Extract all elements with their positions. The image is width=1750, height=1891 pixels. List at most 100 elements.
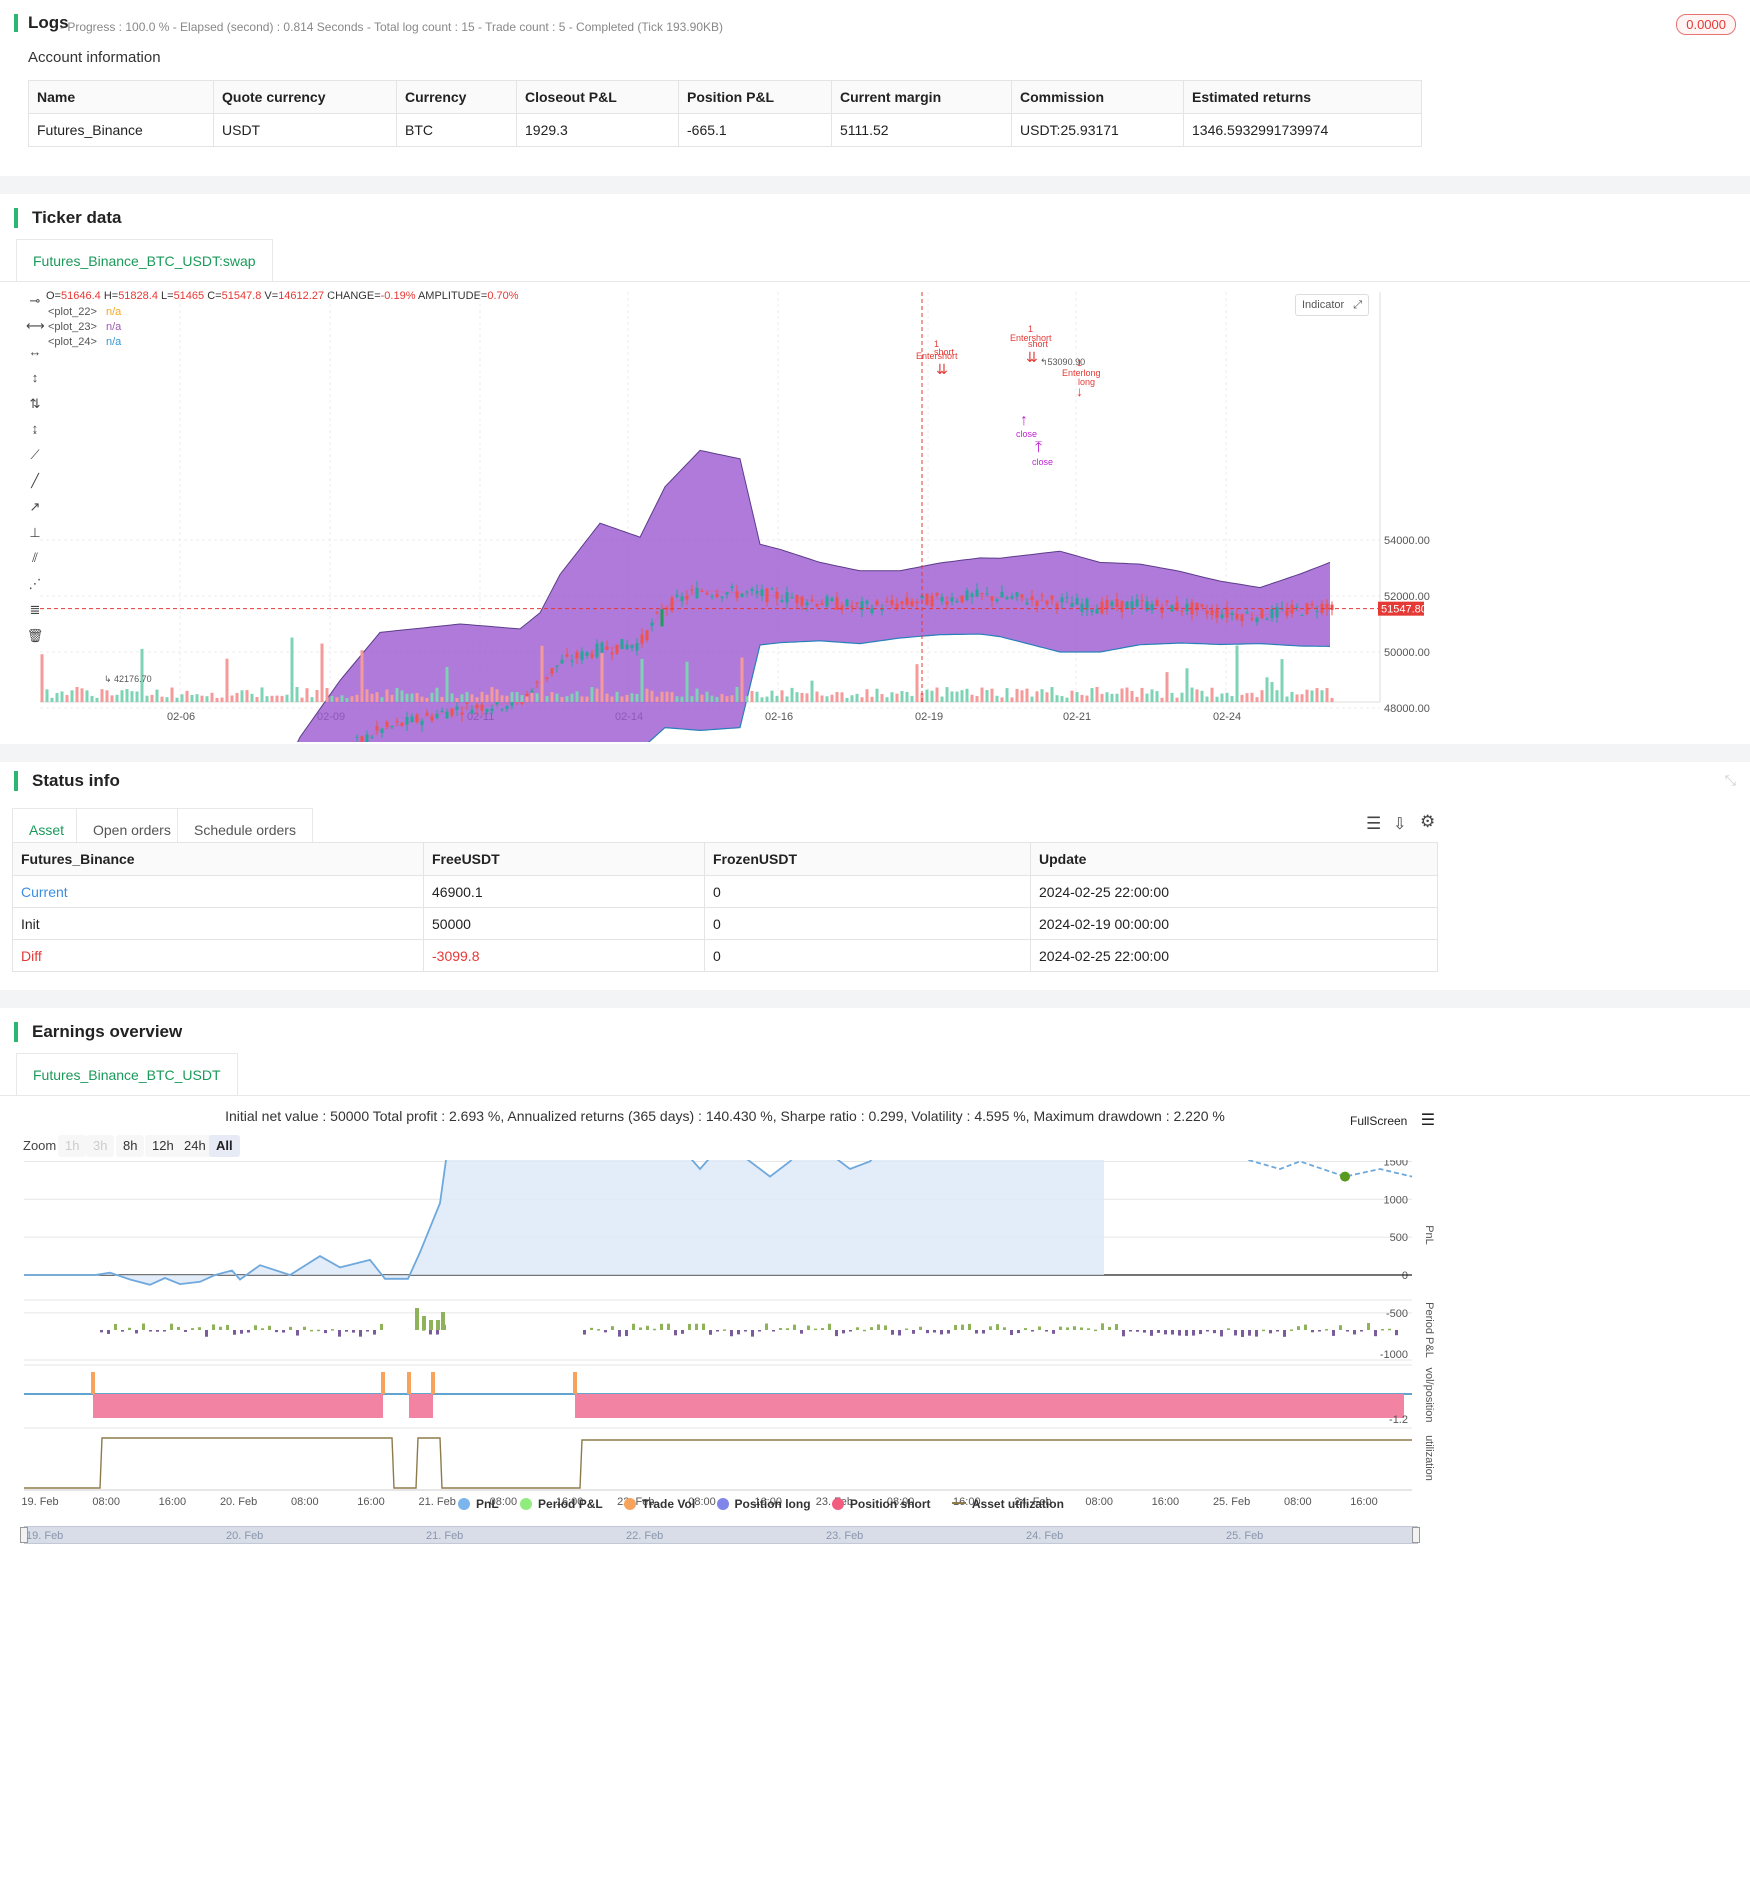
volume-bar: [1195, 689, 1199, 702]
candle-body: [1080, 603, 1084, 612]
trade-count: 1: [1077, 358, 1082, 368]
zoom-24h[interactable]: 24h: [177, 1135, 213, 1157]
period-bar: [667, 1323, 670, 1330]
volume-bar: [155, 689, 159, 702]
row-label-current[interactable]: Current: [12, 875, 424, 908]
period-bar: [1164, 1330, 1167, 1335]
volume-bar: [795, 692, 799, 702]
vertical-line-icon[interactable]: ⇅: [29, 396, 41, 411]
zoom-8h[interactable]: 8h: [116, 1135, 145, 1157]
volume-bar: [290, 637, 294, 702]
legend-label: Position short: [849, 1497, 931, 1511]
horizontal-line-icon[interactable]: ⟷: [26, 318, 45, 333]
table-row: Current 46900.1 0 2024-02-25 22:00:00: [12, 875, 1438, 908]
x-tick-label: 16:00: [754, 1496, 782, 1508]
candle-body: [1275, 607, 1279, 618]
download-icon[interactable]: ⇩: [1393, 816, 1407, 833]
volume-bar: [740, 657, 744, 702]
earnings-chart[interactable]: 25002000150010005000-500-1000-1.2PnLPeri…: [0, 1160, 1750, 1560]
volume-bar: [605, 693, 609, 702]
volume-bar: [1025, 688, 1029, 702]
gear-icon[interactable]: ⚙: [1420, 812, 1436, 831]
period-bar: [681, 1330, 684, 1334]
volume-bar: [230, 695, 234, 702]
candle-body: [400, 722, 404, 726]
legend-line-icon: [951, 1502, 966, 1504]
fullscreen-button[interactable]: FullScreen ☰: [1350, 1110, 1435, 1130]
band-middle-line: [358, 589, 1331, 742]
candle-body: [750, 588, 754, 592]
navigator-handle-left[interactable]: [20, 1527, 28, 1543]
volume-bar: [1175, 697, 1179, 702]
period-bar: [156, 1330, 159, 1332]
legend-trade-vol[interactable]: Trade Vol: [624, 1497, 695, 1511]
volume-bar: [1275, 690, 1279, 702]
candle-body: [1210, 609, 1214, 616]
navigator-tick-label: 20. Feb: [226, 1530, 264, 1542]
volume-bar: [1285, 696, 1289, 702]
candle-body: [1040, 595, 1044, 597]
volume-bar: [355, 694, 359, 702]
volume-bar: [265, 696, 269, 702]
zoom-12h[interactable]: 12h: [145, 1135, 181, 1157]
period-bar: [205, 1330, 208, 1337]
horizontal-ray-icon[interactable]: ⊸: [29, 293, 41, 308]
fib-retracement-icon[interactable]: ≣: [29, 602, 41, 617]
period-bar: [310, 1329, 313, 1332]
legend-pnl[interactable]: PnL: [458, 1497, 499, 1511]
period-bar: [660, 1323, 663, 1330]
zoom-3h[interactable]: 3h: [86, 1135, 115, 1157]
tab-earnings-symbol[interactable]: Futures_Binance_BTC_USDT: [16, 1053, 238, 1095]
vertical-segment-icon[interactable]: ↨: [31, 421, 39, 436]
volume-bar: [1130, 690, 1134, 702]
x-tick-label: 19. Feb: [21, 1496, 58, 1508]
period-bar: [345, 1330, 348, 1332]
candlestick-chart[interactable]: 54000.0052000.0050000.0048000.0046000.00…: [0, 282, 1750, 742]
volume-bar: [820, 695, 824, 702]
trash-icon[interactable]: 🗑: [26, 628, 44, 643]
candle-body: [1020, 594, 1024, 598]
indicator-button[interactable]: Indicator ⤢: [1295, 294, 1370, 316]
fib-channel-icon[interactable]: ⋰: [28, 576, 42, 591]
zoom-all[interactable]: All: [209, 1135, 240, 1157]
menu-icon[interactable]: ☰: [1420, 1112, 1436, 1129]
band-lower-line: [647, 633, 1331, 742]
candle-body: [475, 704, 479, 709]
tab-ticker-symbol[interactable]: Futures_Binance_BTC_USDT:swap: [16, 239, 273, 281]
legend-pos-short[interactable]: Position short: [831, 1497, 931, 1511]
horizontal-segment-icon[interactable]: ↔: [28, 344, 42, 359]
volume-bar: [725, 696, 729, 702]
period-bar: [1325, 1329, 1328, 1331]
candle-body: [445, 711, 449, 719]
legend-dot-icon: [520, 1498, 533, 1510]
parallel-channel-icon[interactable]: ⫽: [32, 550, 38, 565]
navigator-handle-right[interactable]: [1412, 1527, 1420, 1543]
period-bar: [1367, 1323, 1370, 1330]
list-icon[interactable]: ☰: [1366, 814, 1382, 833]
volume-bar: [1270, 681, 1274, 702]
volume-bar: [435, 687, 439, 702]
volume-bar: [245, 690, 249, 702]
earnings-title: Earnings overview: [14, 1022, 182, 1042]
period-bar: [1199, 1330, 1202, 1335]
price-label-icon[interactable]: ⊥: [29, 525, 41, 540]
expand-icon[interactable]: ⤢: [1353, 299, 1363, 311]
low-price-label: ↳ 42176.70: [104, 674, 152, 684]
col-free: FreeUSDT: [423, 842, 705, 876]
vertical-ray-icon[interactable]: ↕: [31, 370, 39, 385]
trend-line-icon[interactable]: ╱: [31, 473, 39, 488]
volume-bar: [80, 688, 84, 702]
period-bar: [982, 1330, 985, 1334]
trend-ray-icon[interactable]: ⟋: [30, 447, 40, 462]
legend-period[interactable]: Period P&L: [520, 1497, 603, 1511]
period-bar: [744, 1330, 747, 1332]
arrow-line-icon[interactable]: ↗: [29, 499, 41, 514]
legend-pos-long[interactable]: Position long: [716, 1497, 811, 1511]
candle-body: [1315, 611, 1319, 613]
zoom-1h[interactable]: 1h: [58, 1135, 87, 1157]
close-panel-icon[interactable]: ⤡: [1724, 772, 1736, 788]
legend-asset-util[interactable]: Asset utilization: [951, 1497, 1064, 1511]
candle-body: [1180, 610, 1184, 612]
candle-body: [1000, 591, 1004, 598]
col-returns: Estimated returns: [1183, 80, 1422, 114]
